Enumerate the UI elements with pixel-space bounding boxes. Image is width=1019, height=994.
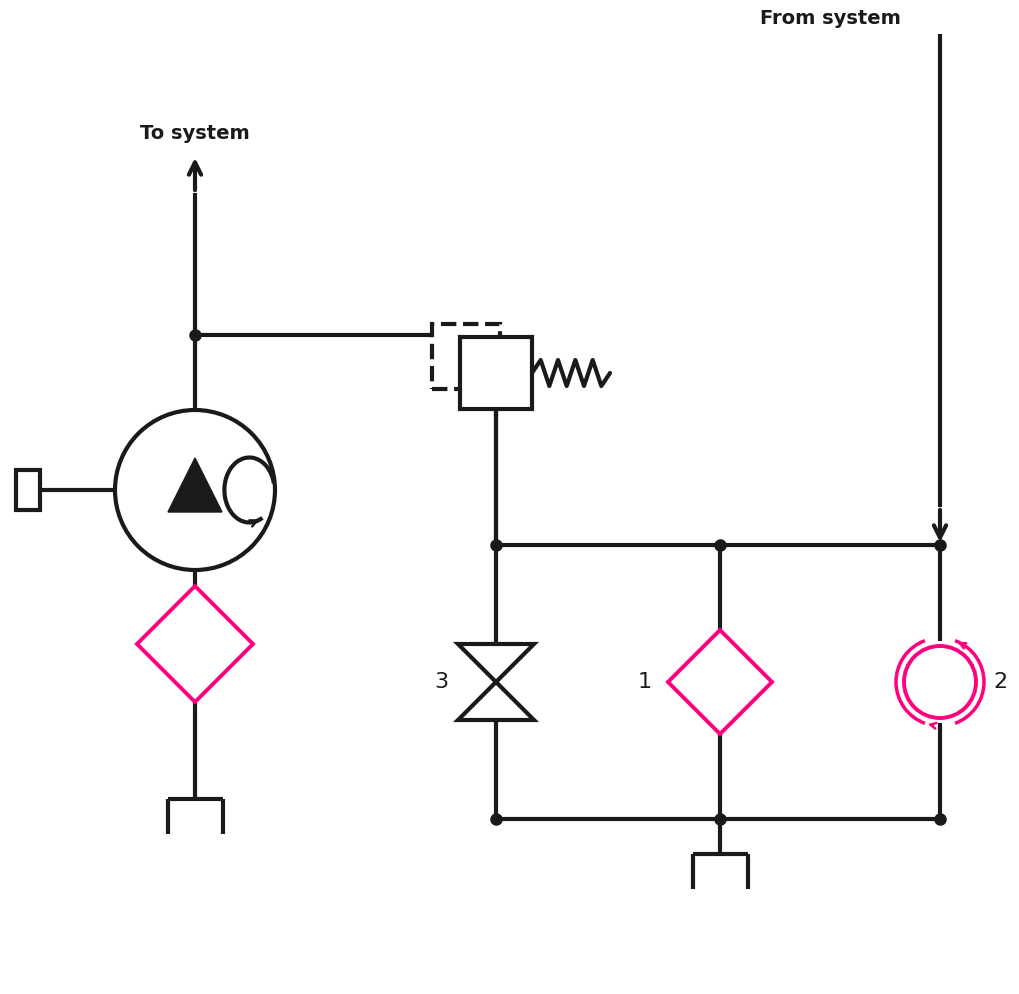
Bar — [16, 470, 40, 510]
Text: 1: 1 — [638, 672, 652, 692]
FancyBboxPatch shape — [460, 337, 532, 409]
Polygon shape — [458, 682, 534, 720]
Polygon shape — [137, 586, 253, 702]
Text: From system: From system — [760, 9, 901, 28]
Text: To system: To system — [140, 124, 250, 143]
Polygon shape — [458, 644, 534, 682]
Polygon shape — [668, 630, 772, 734]
FancyBboxPatch shape — [432, 324, 500, 389]
Text: 3: 3 — [434, 672, 448, 692]
Polygon shape — [168, 458, 222, 512]
Text: 2: 2 — [993, 672, 1007, 692]
